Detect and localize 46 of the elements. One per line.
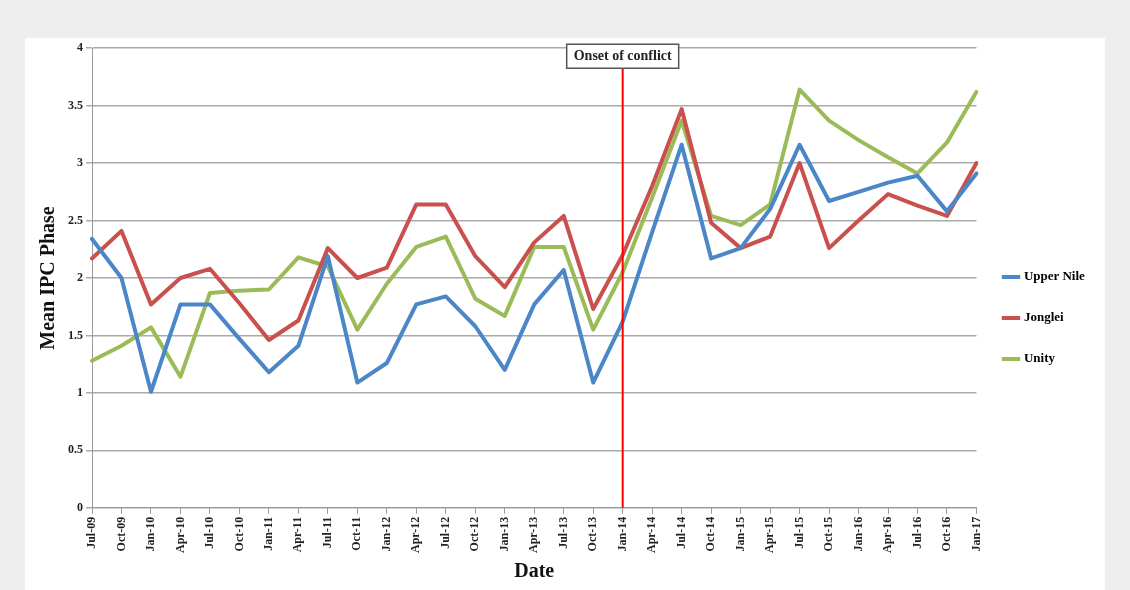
ref-line-label: Onset of conflict [573, 47, 673, 63]
x-tick-label: Oct-11 [349, 516, 364, 551]
legend-label: Unity [1023, 350, 1056, 366]
x-tick-label: Apr-10 [172, 516, 187, 553]
x-tick-label: Jan-15 [732, 516, 747, 552]
x-tick-label: Jan-11 [260, 516, 275, 551]
x-tick-label: Jul-11 [319, 516, 334, 549]
x-tick-label: Apr-13 [526, 516, 541, 553]
y-tick-label: 0.5 [68, 442, 83, 457]
x-tick-label: Oct-09 [113, 516, 128, 552]
x-tick-label: Apr-15 [762, 516, 777, 553]
x-tick-label: Jul-12 [437, 516, 452, 549]
x-tick-label: Jul-10 [202, 516, 217, 549]
x-tick-label: Apr-14 [644, 516, 659, 553]
x-tick-label: Oct-16 [939, 516, 954, 552]
y-tick-label: 3 [77, 155, 83, 170]
y-tick-label: 2.5 [68, 212, 83, 227]
y-tick-label: 0 [77, 499, 83, 514]
x-tick-label: Oct-12 [467, 516, 482, 552]
x-tick-label: Jul-13 [555, 516, 570, 549]
x-tick-label: Jul-15 [791, 516, 806, 549]
x-tick-label: Oct-14 [703, 516, 718, 552]
x-tick-label: Oct-13 [585, 516, 600, 552]
x-tick-label: Jul-16 [909, 516, 924, 549]
x-tick-label: Apr-16 [880, 516, 895, 553]
x-tick-label: Apr-12 [408, 516, 423, 553]
y-tick-label: 1 [77, 384, 83, 399]
legend-label: Upper Nile [1023, 268, 1085, 284]
y-axis-title: Mean IPC Phase [36, 206, 59, 350]
x-tick-label: Jul-09 [84, 516, 99, 549]
legend-label: Jonglei [1023, 309, 1065, 325]
x-tick-label: Jan-16 [850, 516, 865, 552]
y-tick-label: 2 [77, 270, 83, 285]
x-tick-label: Jan-13 [496, 516, 511, 552]
x-tick-label: Jan-17 [968, 516, 983, 552]
x-tick-label: Oct-10 [231, 516, 246, 552]
x-tick-label: Jan-14 [614, 516, 629, 552]
x-tick-label: Jan-10 [143, 516, 158, 552]
x-axis-title: Date [514, 559, 555, 582]
x-tick-label: Jan-12 [378, 516, 393, 552]
y-tick-label: 4 [77, 40, 83, 55]
y-tick-label: 3.5 [68, 97, 83, 112]
y-tick-label: 1.5 [68, 327, 83, 342]
x-tick-label: Oct-15 [821, 516, 836, 552]
x-tick-label: Jul-14 [673, 516, 688, 549]
x-tick-label: Apr-11 [290, 516, 305, 553]
